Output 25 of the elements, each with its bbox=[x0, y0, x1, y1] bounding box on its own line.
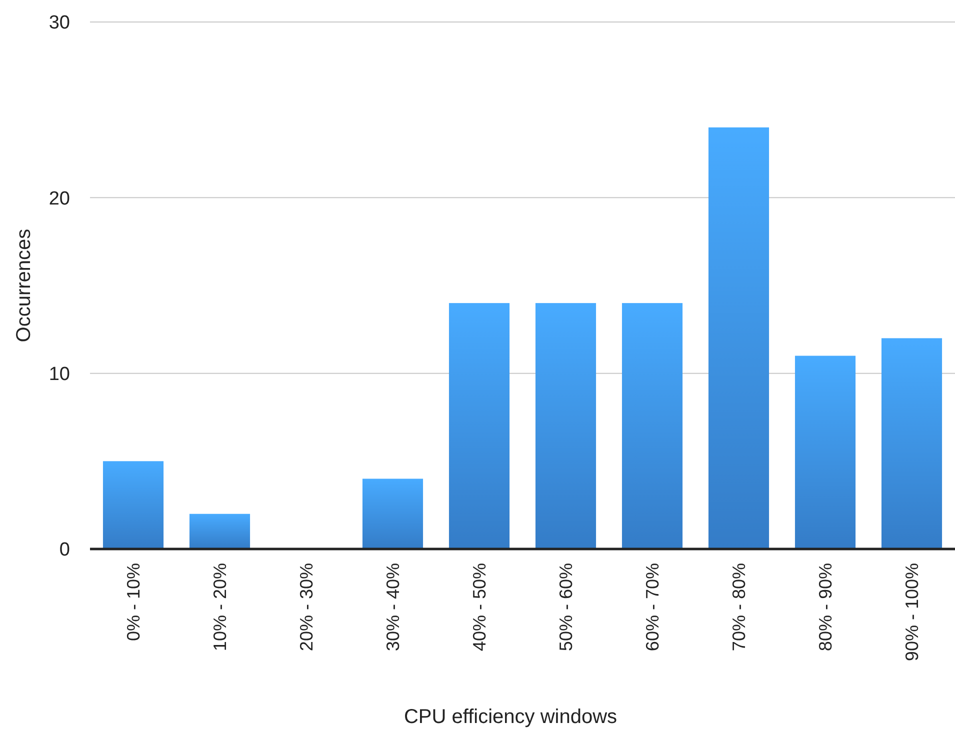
bar bbox=[622, 303, 683, 549]
bar bbox=[881, 338, 942, 549]
y-tick-label: 10 bbox=[48, 364, 70, 385]
bar bbox=[794, 356, 856, 549]
x-tick-label: 40% - 50% bbox=[470, 563, 490, 652]
bar bbox=[362, 478, 424, 549]
bar bbox=[189, 514, 250, 549]
x-tick-label: 10% - 20% bbox=[210, 563, 230, 652]
x-tick-label: 50% - 60% bbox=[556, 563, 576, 652]
y-axis-title: Occurrences bbox=[13, 228, 35, 342]
x-tick-label: 60% - 70% bbox=[642, 563, 663, 652]
y-tick-label: 0 bbox=[59, 540, 70, 561]
x-tick-label: 70% - 80% bbox=[729, 563, 750, 652]
bar bbox=[448, 303, 510, 549]
bar bbox=[708, 127, 770, 549]
x-tick-label: 80% - 90% bbox=[816, 563, 836, 652]
x-tick-label: 90% - 100% bbox=[902, 563, 922, 662]
y-tick-label: 20 bbox=[48, 188, 70, 210]
x-tick-label: 20% - 30% bbox=[296, 563, 317, 652]
y-tick-label: 30 bbox=[48, 12, 70, 34]
bar bbox=[535, 303, 596, 549]
x-axis-title: CPU efficiency windows bbox=[404, 706, 618, 728]
x-tick-label: 30% - 40% bbox=[383, 563, 404, 652]
bar bbox=[102, 461, 164, 549]
x-tick-label: 0% - 10% bbox=[124, 563, 144, 642]
